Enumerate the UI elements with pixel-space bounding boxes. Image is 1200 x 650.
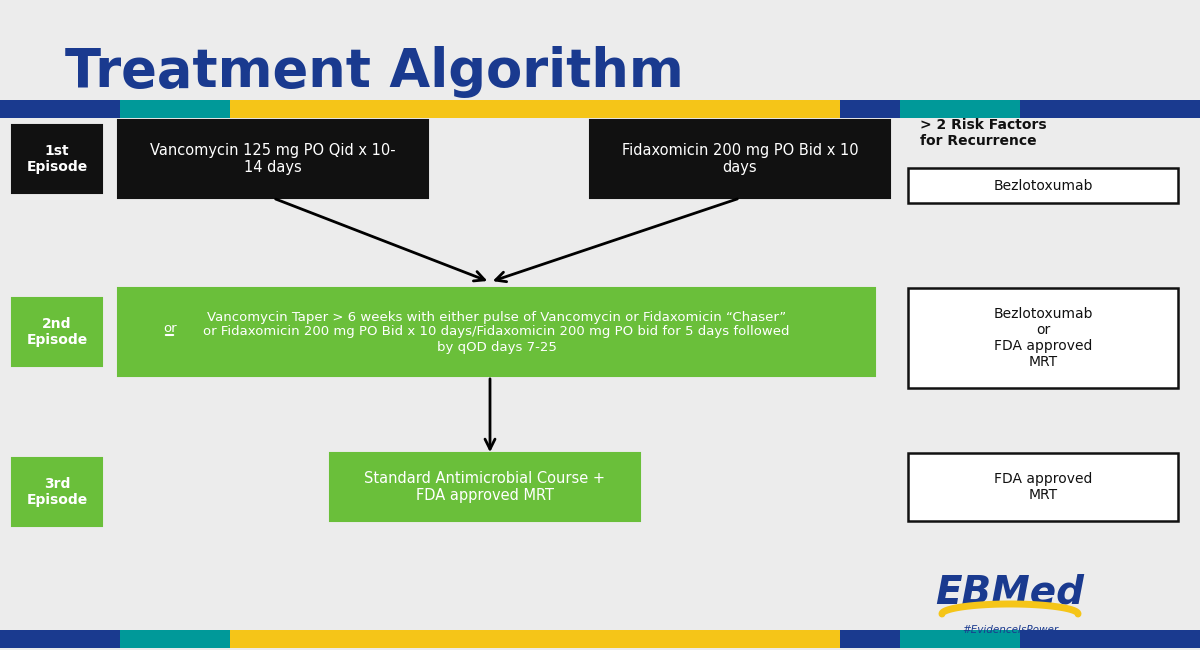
Text: Vancomycin 125 mg PO Qid x 10-
14 days: Vancomycin 125 mg PO Qid x 10- 14 days [150,143,396,176]
Bar [12,125,102,193]
Text: 2nd
Episode: 2nd Episode [26,317,88,347]
Bar [908,168,1178,203]
Text: Treatment Algorithm: Treatment Algorithm [65,46,684,98]
Text: FDA approved
MRT: FDA approved MRT [994,472,1092,502]
Bar [330,453,640,521]
Bar [900,100,1020,118]
Text: Bezlotoxumab
or
FDA approved
MRT: Bezlotoxumab or FDA approved MRT [994,307,1093,369]
Bar [118,120,428,198]
Text: > 2 Risk Factors
for Recurrence: > 2 Risk Factors for Recurrence [920,118,1046,148]
Bar [908,453,1178,521]
Bar [120,630,300,648]
Text: 3rd
Episode: 3rd Episode [26,477,88,507]
Bar [120,100,300,118]
Bar [230,100,840,118]
Bar [0,100,1200,118]
Text: Bezlotoxumab: Bezlotoxumab [994,179,1093,192]
Bar [118,288,875,376]
Text: Standard Antimicrobial Course +
FDA approved MRT: Standard Antimicrobial Course + FDA appr… [365,471,606,503]
Bar [12,298,102,366]
Text: #EvidenceIsPower: #EvidenceIsPower [962,625,1058,635]
Bar [908,288,1178,388]
Text: or: or [163,322,176,335]
Text: Vancomycin Taper > 6 weeks with either pulse of Vancomycin or Fidaxomicin “Chase: Vancomycin Taper > 6 weeks with either p… [203,311,790,354]
Bar [590,120,890,198]
Text: 1st
Episode: 1st Episode [26,144,88,174]
Bar [230,630,840,648]
Bar [900,630,1020,648]
Text: EBMed: EBMed [936,573,1085,611]
Bar [12,458,102,526]
Text: Fidaxomicin 200 mg PO Bid x 10
days: Fidaxomicin 200 mg PO Bid x 10 days [622,143,858,176]
Bar [0,630,1200,648]
